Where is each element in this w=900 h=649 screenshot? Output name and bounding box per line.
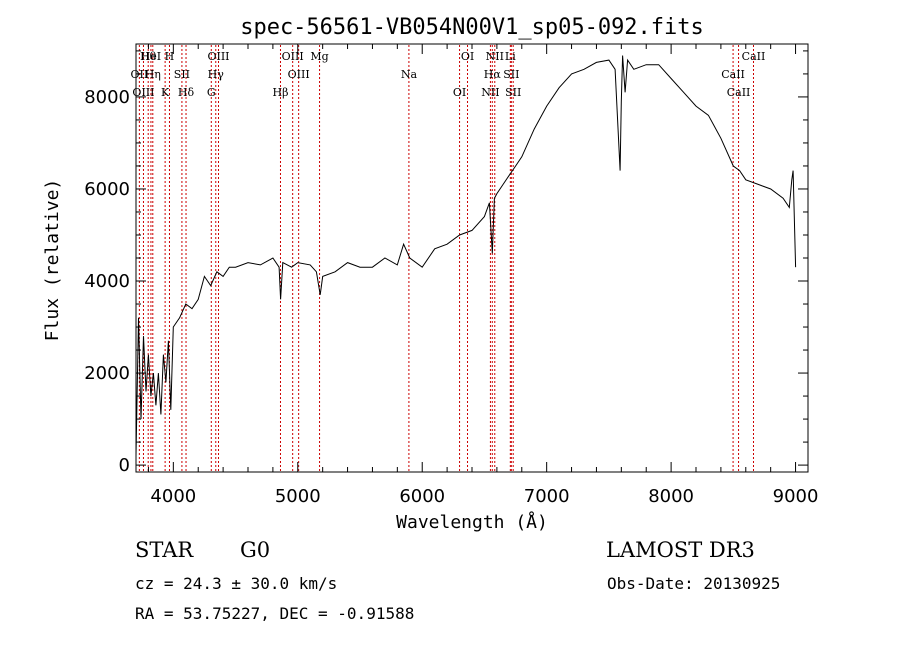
chart-title: spec-56561-VB054N00V1_sp05-092.fits (240, 15, 704, 40)
spectral-line-label: NII (486, 50, 504, 63)
y-tick-label: 6000 (84, 179, 130, 200)
spectral-line-label: OI (453, 86, 466, 99)
spectral-line-label: Mg (310, 50, 328, 63)
spectral-line-label: Hδ (178, 86, 195, 99)
spectral-line-label: OIII (207, 50, 229, 63)
spectral-line-label: CaII (727, 86, 751, 99)
spectral-line-label: HeI (141, 50, 161, 63)
y-tick-label: 8000 (84, 87, 130, 108)
x-tick-label: 6000 (399, 486, 445, 507)
spectral-line-label: H (165, 50, 175, 63)
x-tick-label: 5000 (275, 486, 321, 507)
spectral-line-label: OIII (288, 68, 310, 81)
spectral-line-label: OII (131, 68, 149, 81)
x-axis-label: Wavelength (Å) (396, 511, 548, 533)
spectral-line-label: SII (505, 86, 521, 99)
spectral-line-label: OIII (132, 86, 154, 99)
axis-ticks: 4000 5000 6000 7000 8000 9000 0 2000 4000 6000 800… (84, 44, 818, 507)
spectral-line-label: OI (461, 50, 474, 63)
y-tick-label: 4000 (84, 271, 130, 292)
spectral-line-label: G (207, 86, 216, 99)
spectral-line-markers (138, 45, 754, 471)
x-tick-label: 8000 (648, 486, 694, 507)
star-subclass: G0 (240, 538, 271, 562)
redshift-cz: cz = 24.3 ± 30.0 km/s (135, 574, 338, 593)
coordinates: RA = 53.75227, DEC = -0.91588 (135, 604, 415, 623)
spectral-line-label: SII (174, 68, 190, 81)
spectral-line-label: OIII (282, 50, 304, 63)
spectral-line-label: Hγ (208, 68, 225, 81)
star-class: STAR (135, 538, 194, 562)
spectral-line-label: CaII (721, 68, 745, 81)
spectrum-series-line (135, 55, 797, 456)
spectral-line-label: SII (503, 68, 519, 81)
x-tick-label: 7000 (524, 486, 570, 507)
spectral-line-labels: Hθ OII OIII HeI HηK H SII Hδ OIII Hγ G OIII OIII Hβ Mg… (131, 50, 766, 99)
survey-label: LAMOST DR3 (606, 538, 755, 562)
spectral-line-label: K (161, 86, 170, 99)
spectral-line-label: Hα (484, 68, 502, 81)
spectral-line-label: Li (505, 50, 516, 63)
spectral-line-label: NII (481, 86, 499, 99)
spectral-line-label: Hη (145, 68, 161, 81)
x-tick-label: 9000 (773, 486, 819, 507)
x-tick-label: 4000 (150, 486, 196, 507)
spectral-line-label: Hθ (140, 50, 157, 63)
obs-date: Obs-Date: 20130925 (607, 574, 781, 593)
spectral-line-label: Hβ (273, 86, 289, 99)
spectral-line-label: Na (401, 68, 418, 81)
y-tick-label: 2000 (84, 363, 130, 384)
y-tick-label: 0 (119, 455, 130, 476)
spectral-line-label: CaII (742, 50, 766, 63)
y-axis-label: Flux (relative) (42, 179, 63, 342)
